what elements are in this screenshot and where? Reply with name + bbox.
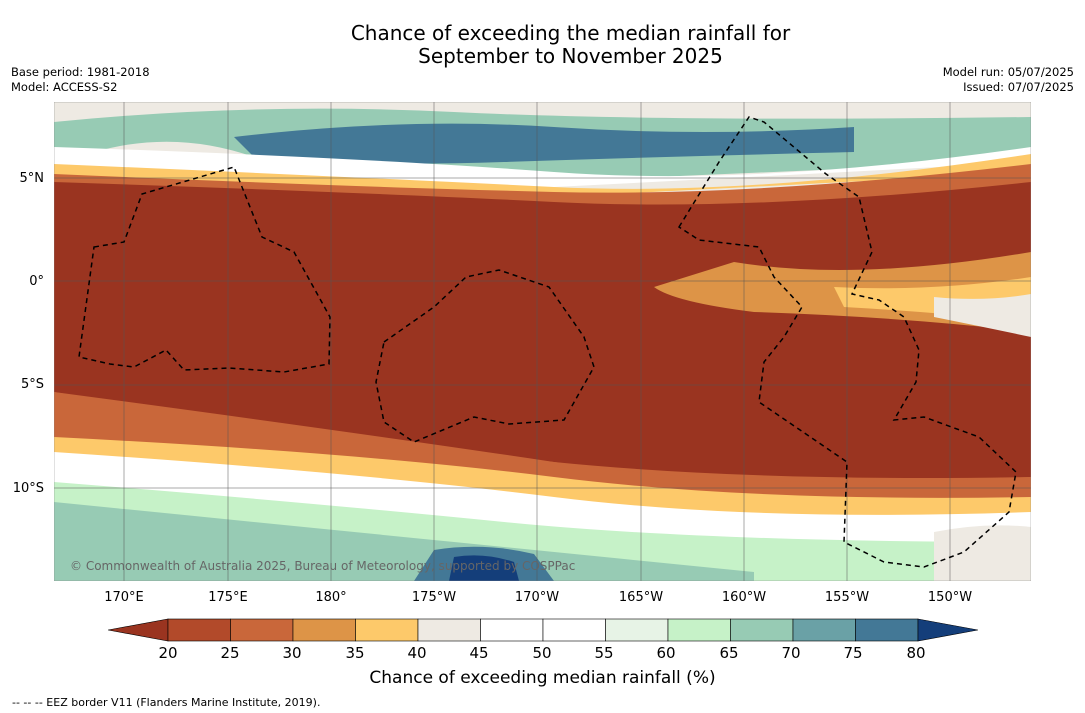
colorbar-segment [230, 618, 294, 642]
colorbar-segment [792, 618, 856, 642]
south-teal-band [54, 502, 754, 581]
lon-label-160w: 160°W [721, 590, 767, 605]
colorbar-segment [667, 618, 731, 642]
south-white-band [54, 452, 1031, 546]
colorbar-segment [480, 618, 544, 642]
north-wet-core [234, 123, 854, 164]
equatorial-gray-patch [934, 294, 1031, 337]
colorbar-segment [855, 618, 919, 642]
lon-label-170w: 170°W [514, 590, 560, 605]
colorbar-tick: 65 [719, 644, 739, 662]
colorbar-tick: 35 [345, 644, 365, 662]
colorbar-high-arrow [917, 618, 978, 642]
lat-label-5n: 5°N [19, 171, 45, 186]
south-deep-blue-patch [449, 555, 519, 581]
south-gray-patch [934, 525, 1031, 581]
colorbar-tick: 45 [469, 644, 489, 662]
colorbar-tick: 80 [906, 644, 926, 662]
colorbar-tick: 55 [594, 644, 614, 662]
meta-right: Model run: 05/07/2025 Issued: 07/07/2025 [943, 65, 1074, 95]
colorbar-tick: 75 [843, 644, 863, 662]
colorbar-segment [605, 618, 669, 642]
eez-borders [78, 116, 1017, 568]
colorbar-segment [417, 618, 481, 642]
base-period: Base period: 1981-2018 [11, 65, 150, 79]
rainfall-map [54, 102, 1031, 581]
dry-band-core [54, 182, 1031, 478]
lon-label-180: 180° [315, 590, 347, 605]
lon-label-170e: 170°E [104, 590, 144, 605]
colorbar-tick: 40 [407, 644, 427, 662]
copyright-notice: © Commonwealth of Australia 2025, Bureau… [70, 559, 576, 573]
model-name: Model: ACCESS-S2 [11, 80, 118, 94]
map-title-line2: September to November 2025 [418, 44, 723, 68]
colorbar-label: Chance of exceeding median rainfall (%) [369, 668, 716, 688]
south-orange-band [54, 392, 1031, 526]
model-run: Model run: 05/07/2025 [942, 65, 1074, 79]
lon-label-165w: 165°W [618, 590, 664, 605]
colorbar-tick: 70 [781, 644, 801, 662]
lon-label-150w: 150°W [927, 590, 973, 605]
lon-label-175e: 175°E [208, 590, 248, 605]
colorbar-tick: 20 [158, 644, 178, 662]
graticule [54, 102, 1031, 581]
eez-footnote: -- -- -- EEZ border V11 (Flanders Marine… [12, 696, 321, 709]
lat-label-10s: 10°S [12, 481, 44, 496]
map-title-line1: Chance of exceeding the median rainfall … [350, 21, 791, 45]
colorbar-tick: 30 [282, 644, 302, 662]
colorbar-tick: 60 [656, 644, 676, 662]
lon-label-175w: 175°W [411, 590, 457, 605]
map-title: Chance of exceeding the median rainfall … [0, 22, 1085, 68]
colorbar-segment [292, 618, 356, 642]
issued-date: Issued: 07/07/2025 [963, 80, 1074, 94]
colorbar-tick: 50 [532, 644, 552, 662]
colorbar-segment [542, 618, 606, 642]
south-yellow-band [54, 437, 1031, 534]
lat-label-5s: 5°S [20, 377, 44, 392]
meta-left: Base period: 1981-2018 Model: ACCESS-S2 [11, 65, 150, 95]
lat-label-0: 0° [29, 274, 44, 289]
lon-label-155w: 155°W [824, 590, 870, 605]
colorbar-segment [355, 618, 419, 642]
colorbar-segment [730, 618, 794, 642]
colorbar-segment [167, 618, 231, 642]
colorbar-tick: 25 [220, 644, 240, 662]
colorbar [108, 618, 978, 642]
colorbar-low-arrow [108, 618, 169, 642]
